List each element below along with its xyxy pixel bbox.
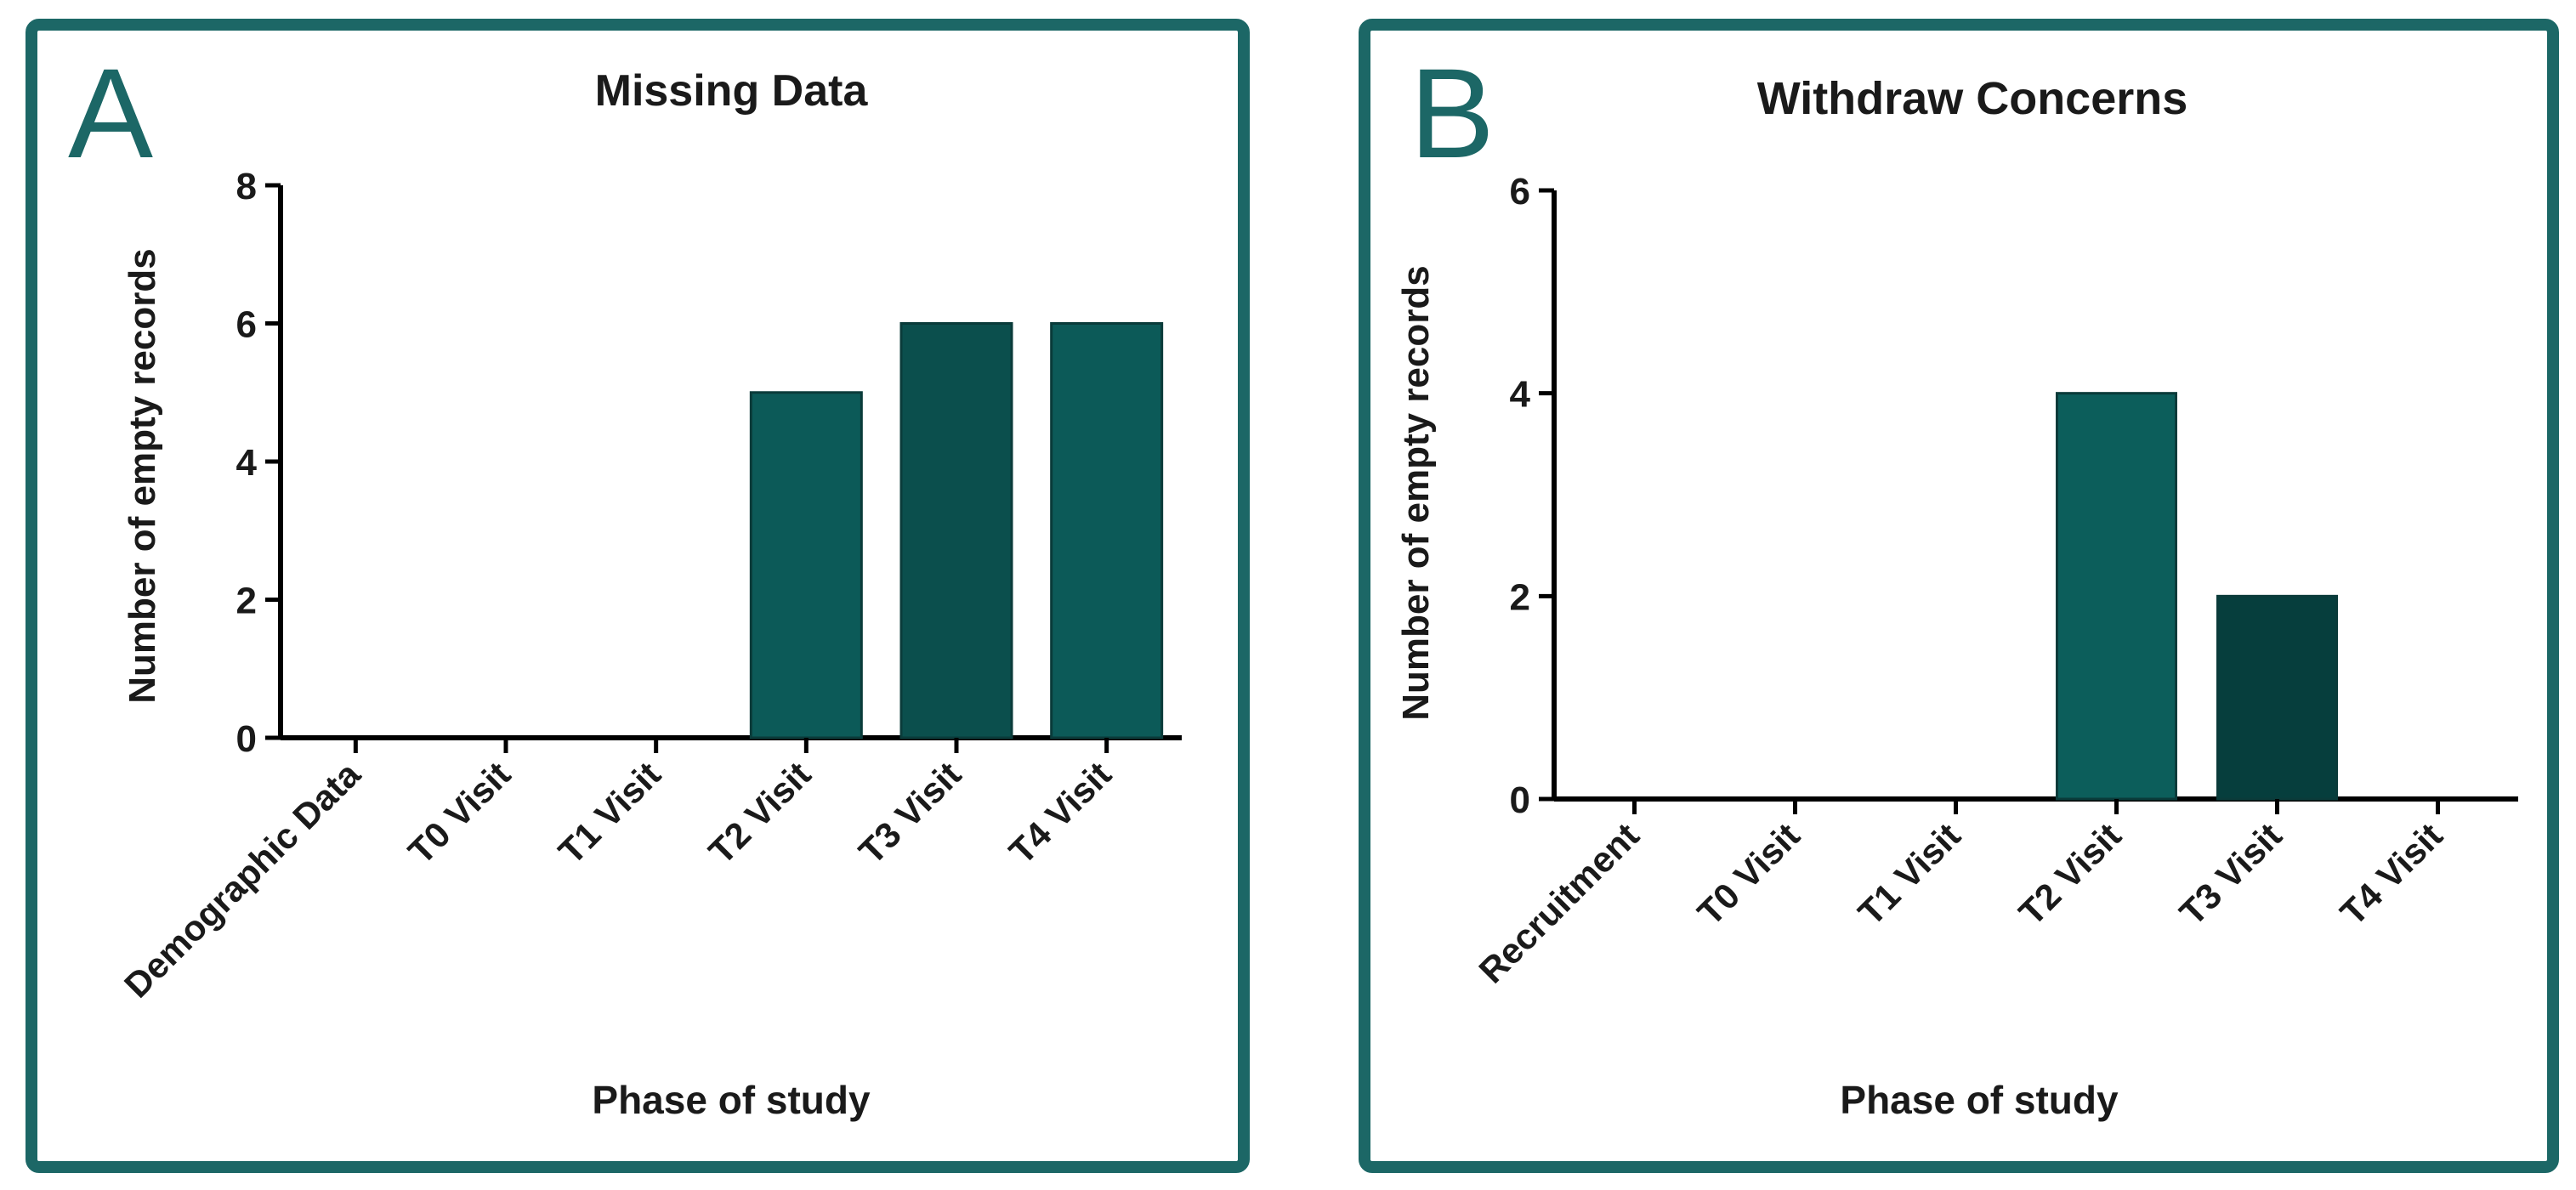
x-tick-label: T3 Visit <box>2172 815 2289 932</box>
bar-t2-visit <box>749 391 863 740</box>
panel-b-xlabel: Phase of study <box>1840 1078 2119 1122</box>
y-tick-label: 4 <box>1510 374 1531 416</box>
panel-b-letter: B <box>1410 42 1495 184</box>
x-tick-label: T2 Visit <box>701 754 818 871</box>
panel-a-letter: A <box>68 42 153 184</box>
x-tick-label: Demographic Data <box>116 754 368 1006</box>
y-tick-label: 0 <box>1510 779 1530 821</box>
bar-t3-visit <box>899 322 1013 740</box>
x-tick-label: T4 Visit <box>1001 754 1119 871</box>
bar-t4-visit <box>1050 322 1164 740</box>
y-tick-label: 2 <box>236 581 257 622</box>
y-tick-label: 0 <box>236 718 257 760</box>
bar-t3-visit <box>2216 594 2338 801</box>
x-tick-label: T3 Visit <box>851 754 968 871</box>
panel-a-plot: 0 2 4 6 8 Demographic Data T0 Visit T1 Visit T2 … <box>116 166 1182 1006</box>
panel-a-ylabel: Number of empty records <box>122 248 163 703</box>
panel-a-frame <box>26 19 1250 1173</box>
y-tick-label: 8 <box>236 166 257 207</box>
bar-t2-visit <box>2056 392 2177 801</box>
panel-a-title: Missing Data <box>595 66 869 116</box>
x-tick-label: T1 Visit <box>551 754 668 871</box>
y-tick-label: 6 <box>1510 171 1530 212</box>
x-tick-label: T0 Visit <box>1690 815 1807 932</box>
panel-b-plot: 0 2 4 6 Recruitment T0 Visit T1 Visit T2 Visit T… <box>1471 171 2518 991</box>
x-tick-label: Recruitment <box>1471 815 1647 991</box>
panel-a-xlabel: Phase of study <box>592 1078 871 1122</box>
x-tick-label: T2 Visit <box>2011 815 2129 932</box>
panel-b-ylabel: Number of empty records <box>1395 265 1437 720</box>
x-tick-label: T4 Visit <box>2333 815 2450 932</box>
y-tick-label: 4 <box>236 442 258 484</box>
y-tick-label: 6 <box>236 304 257 346</box>
x-tick-label: T1 Visit <box>1851 815 1968 932</box>
x-tick-label: T0 Visit <box>400 754 518 871</box>
panel-b-frame <box>1359 19 2559 1173</box>
y-tick-label: 2 <box>1510 576 1530 618</box>
panel-b-title: Withdraw Concerns <box>1757 73 2188 124</box>
